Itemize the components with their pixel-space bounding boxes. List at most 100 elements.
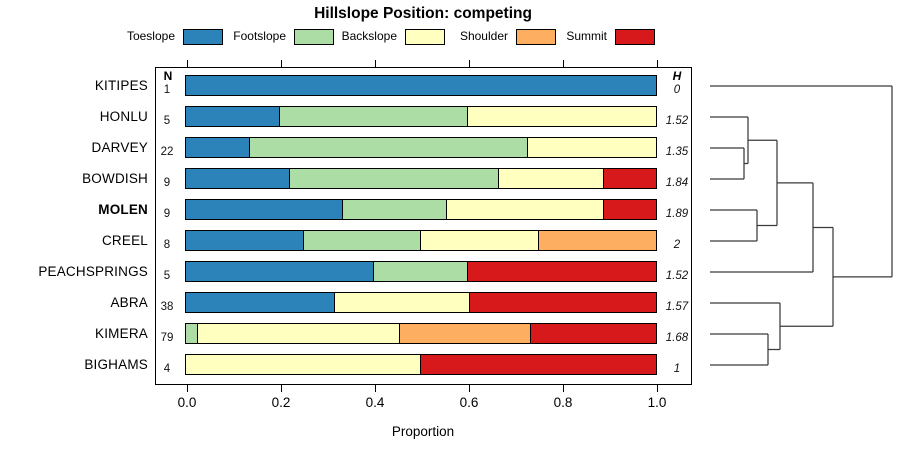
legend-label: Footslope	[233, 29, 286, 43]
row-label: CREEL	[101, 233, 148, 248]
bar-segment	[334, 293, 471, 312]
x-tick	[468, 385, 470, 392]
n-value: 5	[163, 270, 171, 282]
bar-segment	[249, 138, 528, 157]
n-value: 9	[163, 177, 171, 189]
h-value: 1.57	[665, 301, 689, 313]
bar	[185, 261, 657, 282]
bar-segment	[290, 169, 500, 188]
x-tick	[280, 385, 282, 392]
bar	[185, 137, 657, 158]
bar-segment	[186, 138, 250, 157]
bar-segment	[186, 262, 374, 281]
bar-segment	[186, 324, 198, 343]
bar-segment	[499, 169, 604, 188]
h-value: 0	[673, 84, 681, 96]
n-value: 1	[163, 84, 171, 96]
n-column-header: N	[163, 69, 173, 83]
row-label: DARVEY	[91, 140, 148, 155]
x-axis-label: Proportion	[391, 424, 455, 439]
x-tick-label: 0.0	[177, 395, 197, 410]
bar-segment	[446, 200, 604, 219]
h-value: 1.68	[665, 332, 689, 344]
x-tick	[374, 60, 376, 67]
h-column-header: H	[672, 69, 682, 83]
h-value: 1.52	[665, 270, 689, 282]
bar	[185, 168, 657, 189]
legend-label: Toeslope	[126, 29, 175, 43]
bar-segment	[530, 324, 656, 343]
bar	[185, 106, 657, 127]
n-value: 8	[163, 239, 171, 251]
h-value: 1.52	[665, 115, 689, 127]
h-value: 1.35	[665, 146, 689, 158]
x-tick-label: 1.0	[647, 395, 667, 410]
n-value: 4	[163, 363, 171, 375]
h-value: 1.84	[665, 177, 689, 189]
x-tick	[280, 60, 282, 67]
bar	[185, 75, 657, 96]
x-tick	[468, 60, 470, 67]
bar-segment	[186, 231, 304, 250]
row-label: MOLEN	[98, 202, 148, 217]
bar-segment	[280, 107, 468, 126]
h-value: 2	[673, 239, 681, 251]
n-value: 79	[160, 332, 174, 344]
legend-label: Shoulder	[459, 29, 508, 43]
legend-swatch	[183, 29, 223, 45]
bar	[185, 323, 657, 344]
row-label: ABRA	[110, 295, 148, 310]
x-tick	[186, 385, 188, 392]
bar-segment	[470, 293, 656, 312]
plot-area	[155, 67, 692, 385]
row-label: BIGHAMS	[84, 357, 148, 372]
bar-segment	[603, 200, 656, 219]
x-tick	[562, 385, 564, 392]
dendrogram	[710, 85, 893, 366]
n-value: 5	[163, 115, 171, 127]
bar-segment	[186, 200, 343, 219]
legend-label: Backslope	[341, 29, 397, 43]
bar-segment	[342, 200, 447, 219]
bar-segment	[468, 107, 656, 126]
bar-segment	[186, 355, 421, 374]
n-value: 38	[160, 301, 174, 313]
x-tick	[656, 385, 658, 392]
legend-label: Summit	[566, 29, 607, 43]
bar-segment	[186, 293, 335, 312]
bar-segment	[399, 324, 531, 343]
x-tick-label: 0.4	[365, 395, 385, 410]
x-tick	[374, 385, 376, 392]
bar-segment	[603, 169, 656, 188]
n-value: 22	[160, 146, 174, 158]
bar-segment	[421, 231, 539, 250]
bar	[185, 292, 657, 313]
x-tick	[186, 60, 188, 67]
row-label: BOWDISH	[82, 171, 148, 186]
n-value: 9	[163, 208, 171, 220]
row-label: KITIPES	[94, 78, 148, 93]
row-label: KIMERA	[95, 326, 148, 341]
h-value: 1.89	[665, 208, 689, 220]
bar-segment	[538, 231, 656, 250]
bar-segment	[374, 262, 468, 281]
bar	[185, 230, 657, 251]
bar	[185, 354, 657, 375]
bar-segment	[186, 169, 291, 188]
x-tick-label: 0.8	[553, 395, 573, 410]
bar-segment	[527, 138, 656, 157]
legend-swatch	[405, 29, 445, 45]
row-label: HONLU	[99, 109, 148, 124]
bar-segment	[186, 107, 280, 126]
bar-segment	[197, 324, 400, 343]
legend-swatch	[294, 29, 334, 45]
legend-swatch	[516, 29, 556, 45]
x-tick-label: 0.6	[459, 395, 479, 410]
x-tick	[562, 60, 564, 67]
legend-swatch	[615, 29, 655, 45]
chart-title: Hillslope Position: competing	[314, 5, 532, 22]
h-value: 1	[673, 363, 681, 375]
bar	[185, 199, 657, 220]
bar-segment	[186, 76, 656, 95]
